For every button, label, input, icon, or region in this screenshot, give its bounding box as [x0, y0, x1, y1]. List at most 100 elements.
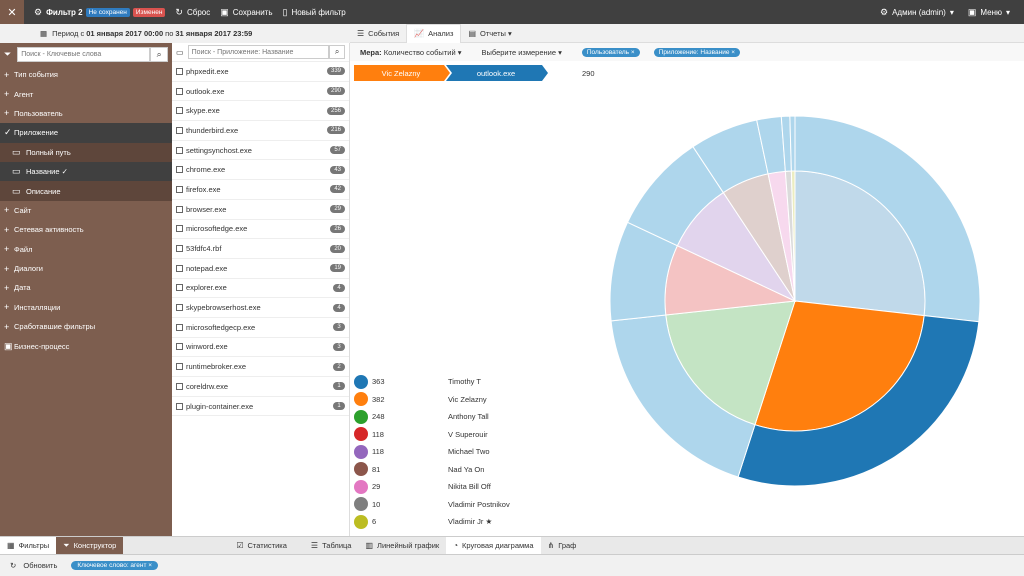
checkbox[interactable]: [176, 363, 183, 371]
search-icon[interactable]: ⌕: [150, 46, 168, 62]
list-item[interactable]: microsoftedgecp.exe 3: [172, 318, 349, 338]
legend-item[interactable]: 29 Nikita Bill Off: [354, 478, 554, 496]
list-item[interactable]: runtimebroker.exe 2: [172, 357, 349, 377]
list-item[interactable]: winword.exe 3: [172, 338, 349, 358]
breadcrumb-first[interactable]: Vic Zelazny: [381, 68, 421, 78]
list-item[interactable]: microsoftedge.exe 26: [172, 220, 349, 240]
new-filter-button[interactable]: ▯ Новый фильтр: [282, 6, 346, 17]
save-button[interactable]: ▣ Сохранить: [220, 6, 273, 17]
sidebar-item-label: Агент: [14, 89, 34, 99]
checkbox[interactable]: [176, 264, 183, 272]
sidebar-item[interactable]: + Агент: [0, 84, 172, 103]
breadcrumb-first-shape[interactable]: [354, 65, 450, 81]
checkbox[interactable]: [176, 343, 183, 351]
checkbox[interactable]: [176, 205, 183, 213]
checkbox[interactable]: [176, 67, 183, 75]
list-item[interactable]: skype.exe 256: [172, 101, 349, 122]
checkbox[interactable]: [176, 87, 183, 95]
legend-item[interactable]: 10 Vladimir Postnikov: [354, 496, 554, 514]
reset-button[interactable]: ↻ Сброс: [175, 6, 211, 17]
checkbox[interactable]: [176, 402, 183, 410]
dimension-tag-user[interactable]: Пользователь ×: [581, 47, 640, 57]
sidebar-item[interactable]: + Инсталляции: [0, 298, 172, 317]
keyword-tag[interactable]: Ключевое слово: агент ×: [71, 561, 159, 570]
list-item[interactable]: skypebrowserhost.exe 4: [172, 298, 349, 318]
bottom-tab[interactable]: ▥ Линейный график: [358, 537, 446, 555]
list-item[interactable]: explorer.exe 4: [172, 279, 349, 299]
sidebar-item[interactable]: + Сетевая активность: [0, 220, 172, 239]
sidebar-item[interactable]: + Пользователь: [0, 104, 172, 123]
sidebar-item[interactable]: + Тип события: [0, 65, 172, 84]
legend-item[interactable]: 382 Vic Zelazny: [354, 391, 554, 409]
checkbox[interactable]: [176, 245, 183, 253]
breadcrumb-second[interactable]: outlook.exe: [476, 68, 516, 78]
list-item[interactable]: browser.exe 29: [172, 200, 349, 220]
pie-outer-segment[interactable]: [789, 115, 796, 172]
list-item[interactable]: notepad.exe 19: [172, 259, 349, 279]
sidebar-item[interactable]: + Сайт: [0, 201, 172, 220]
user-menu[interactable]: ⚙ Админ (admin) ▾: [880, 6, 954, 17]
list-item[interactable]: chrome.exe 43: [172, 160, 349, 181]
tab[interactable]: ▤ Отчеты ▾: [461, 24, 518, 43]
checkbox[interactable]: [176, 166, 183, 174]
legend-item[interactable]: 363 Timothy T: [354, 373, 554, 391]
list-item[interactable]: plugin-container.exe 1: [172, 397, 349, 417]
legend-swatch: [354, 497, 368, 512]
sidebar-item[interactable]: + Файл: [0, 240, 172, 259]
list-item[interactable]: firefox.exe 42: [172, 180, 349, 200]
checkbox[interactable]: [176, 304, 183, 312]
list-item[interactable]: settingsynchost.exe 57: [172, 141, 349, 161]
close-icon[interactable]: ✕: [0, 0, 24, 24]
sidebar-item[interactable]: ▭ Название ✓: [0, 161, 172, 182]
legend-item[interactable]: 248 Anthony Tall: [354, 408, 554, 426]
sidebar-item[interactable]: ✓ Приложение: [0, 123, 172, 143]
checkbox[interactable]: [176, 107, 183, 115]
bottom-tab[interactable]: ☑ Статистика: [229, 537, 294, 555]
checkbox[interactable]: [176, 146, 183, 154]
sidebar-item[interactable]: + Дата: [0, 278, 172, 297]
bottom-tab[interactable]: ☰ Таблица: [304, 537, 359, 555]
dimension-select[interactable]: Выберите измерение ▾: [481, 47, 562, 57]
legend-item[interactable]: 6 Vladimir Jr ★: [354, 513, 554, 531]
bottom-tab[interactable]: ⏷ Конструктор: [56, 536, 124, 555]
count-badge: 290: [326, 87, 345, 96]
tab[interactable]: ☰ События: [350, 24, 406, 43]
legend-item[interactable]: 118 V Superouir: [354, 426, 554, 444]
sidebar-item[interactable]: ▭ Описание: [0, 181, 172, 201]
keyword-search-input[interactable]: [17, 46, 151, 62]
sidebar-item[interactable]: + Диалоги: [0, 259, 172, 278]
app-name: settingsynchost.exe: [186, 145, 252, 155]
refresh-button[interactable]: ↻ Обновить: [10, 561, 58, 570]
period-bar[interactable]: ▦ Период с 01 января 2017 00:00 по 31 ян…: [0, 24, 350, 43]
list-item[interactable]: 53fdfc4.rbf 20: [172, 239, 349, 259]
breadcrumb-second-shape[interactable]: [446, 65, 548, 81]
list-item[interactable]: thunderbird.exe 216: [172, 121, 349, 141]
search-icon[interactable]: ⌕: [329, 45, 345, 59]
checkbox[interactable]: [176, 382, 183, 390]
checkbox[interactable]: [176, 225, 183, 233]
measure-select[interactable]: Мера: Количество событий ▾: [360, 47, 462, 57]
bottom-tab-bar: ▦ Фильтры ⏷ Конструктор ☑ Статистика ☰ Таблица ▥…: [0, 536, 1024, 555]
checkbox[interactable]: [176, 185, 183, 193]
app-name: plugin-container.exe: [186, 401, 254, 411]
list-item[interactable]: outlook.exe 290: [172, 82, 349, 102]
bottom-tab[interactable]: ◔ Круговая диаграмма: [446, 536, 541, 555]
bottom-tab[interactable]: ▦ Фильтры: [0, 536, 57, 555]
checkbox[interactable]: [176, 284, 183, 292]
legend-item[interactable]: 81 Nad Ya On: [354, 461, 554, 479]
sidebar-item[interactable]: ▣ Бизнес-процесс: [0, 336, 172, 355]
plus-icon: +: [4, 224, 10, 235]
bottom-tab-label: Круговая диаграмма: [462, 541, 534, 550]
list-item[interactable]: phpxedit.exe 339: [172, 62, 349, 82]
list-item[interactable]: coreldrw.exe 1: [172, 377, 349, 397]
bottom-tab[interactable]: ⋔ Граф: [541, 537, 584, 555]
sidebar-item[interactable]: + Сработавшие фильтры: [0, 317, 172, 336]
sidebar-item[interactable]: ▭ Полный путь: [0, 142, 172, 162]
checkbox[interactable]: [176, 126, 183, 134]
app-search-input[interactable]: [187, 45, 330, 59]
dimension-tag-app[interactable]: Приложение: Название ×: [653, 47, 741, 57]
checkbox[interactable]: [176, 323, 183, 331]
tab[interactable]: 📈 Анализ: [406, 23, 462, 43]
legend-item[interactable]: 118 Michael Two: [354, 443, 554, 461]
main-menu[interactable]: ▣ Меню ▾: [967, 6, 1010, 17]
